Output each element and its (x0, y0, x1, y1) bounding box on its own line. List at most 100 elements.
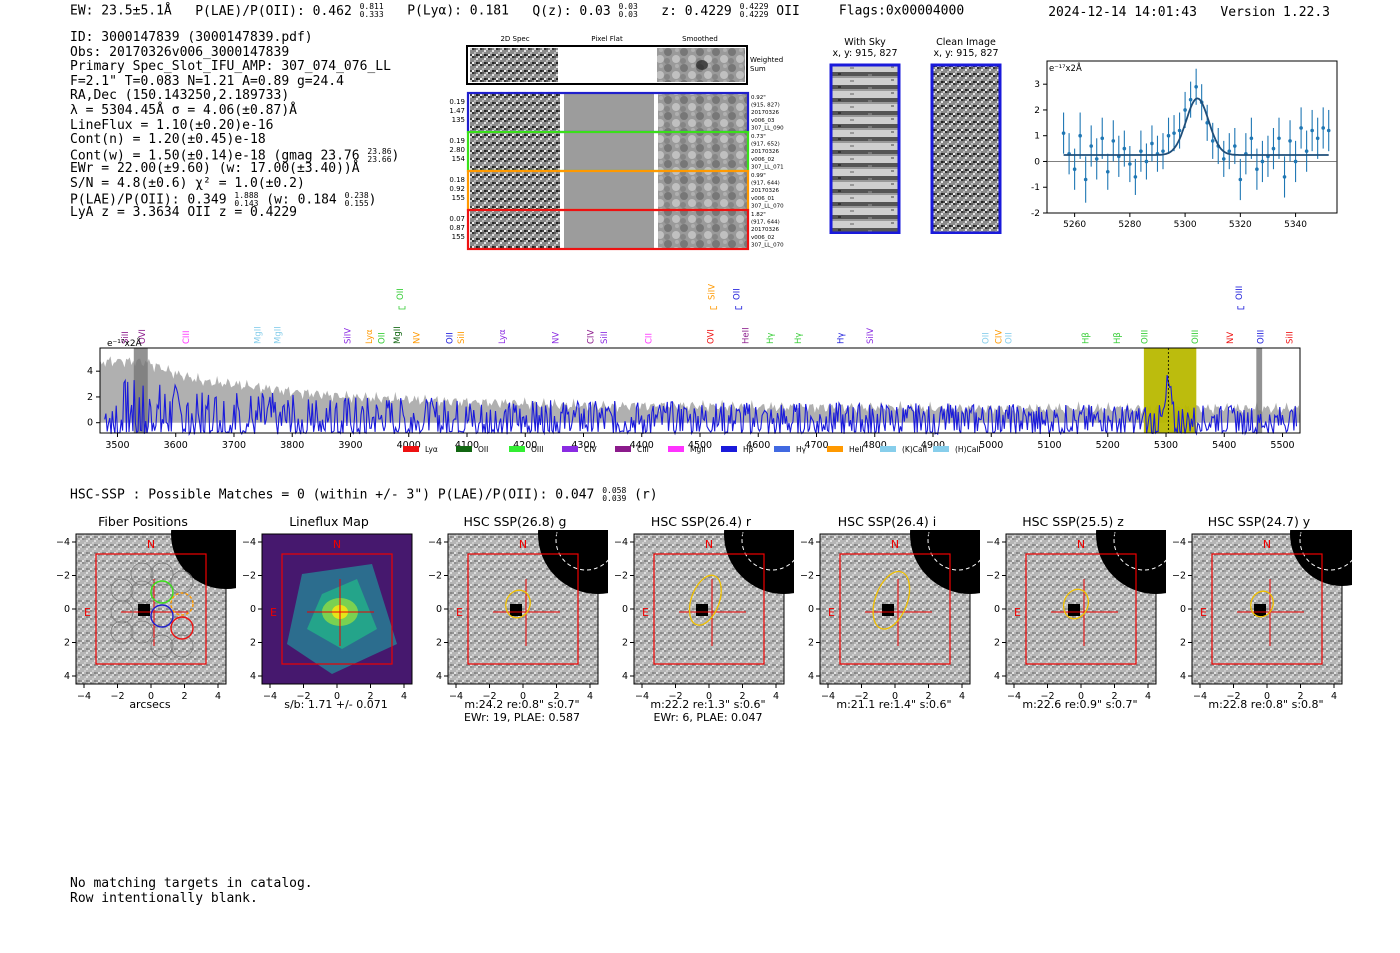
hsc-ytick: 2 (436, 638, 442, 649)
north-label: N (147, 538, 155, 551)
fit-xtick: 5300 (1174, 220, 1197, 230)
header-plya: P(Lyα): 0.181 (407, 3, 509, 19)
hsc-ytick: −2 (614, 571, 628, 582)
hsc-ytick: 0 (1180, 604, 1186, 615)
spectrum-xtick: 3800 (280, 440, 304, 451)
fit-point (1221, 157, 1226, 161)
svg-text:MgII: MgII (274, 326, 284, 344)
hsc-xtick: 0 (706, 691, 712, 702)
legend-swatch (562, 446, 578, 452)
legend-label: MgII (690, 445, 706, 454)
legend-swatch (827, 446, 843, 452)
cutout-row-meta: (917, 652) (751, 142, 780, 148)
hsc-xtick: −4 (1007, 691, 1021, 702)
fit-point (1100, 136, 1105, 141)
spectrum-xtick: 4200 (513, 440, 537, 451)
cutout-row-meta: 1.82" (751, 212, 766, 218)
line-window-highlight (1143, 348, 1197, 433)
hsc-xtick: 4 (1331, 691, 1337, 702)
spectrum-xtick: 4300 (571, 440, 595, 451)
spectrum-xtick: 5500 (1270, 440, 1294, 451)
hsc-panel-image: N E −4 4 −2 2 0 0 2 −2 4 −4 (1172, 530, 1352, 702)
fit-point (1271, 146, 1276, 151)
spectrum-ytick: 0 (87, 418, 93, 429)
svg-text:OII: OII (446, 332, 456, 344)
cutout-row-meta: 0.92" (751, 95, 766, 101)
with-sky-panel: With Sky x, y: 915, 827 (820, 37, 910, 237)
spectrum-xtick: 4000 (397, 440, 421, 451)
svg-text:OIII: OIII (1191, 330, 1201, 344)
hsc-xtick: −4 (635, 691, 649, 702)
fit-point (1089, 144, 1093, 148)
info-sn-chi2: S/N = 4.8(±0.6) χ² = 1.0(±0.2) (70, 175, 305, 191)
hsc-xtick: 0 (148, 691, 154, 702)
footer-line2: Row intentionally blank. (70, 890, 258, 906)
cutout-row-meta: 307_LL_071 (751, 164, 784, 170)
hsc-xtick: 0 (334, 691, 340, 702)
hsc-panel-image: N E −4 4 −2 2 0 0 2 −2 4 −4 (800, 530, 980, 702)
legend-label: Hβ (743, 445, 754, 454)
svg-text:SiII: SiII (1286, 331, 1296, 344)
hsc-xtick: 4 (401, 691, 407, 702)
legend-swatch (456, 446, 472, 452)
legend-label: OII (478, 445, 488, 454)
cutout-row-value: 155 (452, 194, 465, 202)
hsc-ytick: 4 (808, 671, 814, 682)
fit-point (1249, 136, 1254, 141)
legend-label: HeII (849, 445, 864, 454)
cutout-row-value: 0.19 (449, 137, 465, 145)
svg-text:SiII: SiII (121, 331, 131, 344)
legend-label: CIII (637, 445, 649, 454)
cutout-row-value: 135 (452, 116, 465, 124)
cutout-row-value: 0.19 (449, 98, 465, 106)
svg-text:OII: OII (1005, 332, 1015, 344)
with-sky-image (829, 63, 901, 235)
hsc-ytick: 4 (994, 671, 1000, 682)
header-flags: Flags:0x00004000 (838, 3, 965, 19)
svg-text:Hβ: Hβ (1113, 332, 1123, 344)
north-label: N (333, 538, 341, 551)
legend-label: OIII (531, 445, 544, 454)
hsc-panel-title: Lineflux Map (289, 514, 369, 529)
hsc-panel-title: HSC SSP(24.7) y (1207, 514, 1311, 529)
legend-label: Lyα (425, 445, 438, 454)
sum-label: Sum (750, 65, 766, 73)
hsc-panels: Fiber Positions N E −4 4 −2 2 0 0 2 −2 4 −4 arcsecs Li… (50, 512, 1352, 727)
fit-xtick: 5280 (1118, 220, 1141, 230)
header-ew: EW: 23.5±5.1Å (70, 3, 172, 19)
cutout-row-meta: 307_LL_090 (751, 125, 784, 131)
hsc-panel-caption: m:24.2 re:0.8" s:0.7" (464, 698, 580, 711)
east-label: E (456, 606, 463, 619)
hsc-panel-title: HSC SSP(26.4) i (837, 514, 937, 529)
fit-point (1072, 167, 1077, 172)
cutout-stack: 2D Spec Pixel Flat Smoothed Weighted Sum… (440, 32, 800, 257)
hsc-panel-title: Fiber Positions (98, 514, 188, 529)
col-header-2dspec: 2D Spec (500, 35, 529, 43)
masked-band (133, 348, 148, 433)
with-sky-title: With Sky (844, 37, 886, 48)
hsc-ytick: 4 (622, 671, 628, 682)
svg-text:OIII: OIII (1235, 286, 1245, 300)
hsc-panel-image: N E −4 4 −2 2 0 0 2 −2 4 −4 (56, 530, 236, 702)
fit-point (1288, 139, 1292, 143)
spectrum-legend: Lyα OII OIII CIV CIII MgII Hβ Hγ HeII (K)CaII (H)C… (403, 445, 981, 454)
legend-swatch (933, 446, 949, 452)
cutout-row-meta: 307_LL_070 (751, 203, 784, 209)
svg-text:SiII: SiII (457, 331, 467, 344)
hsc-panel-caption: arcsecs (129, 698, 171, 711)
hsc-ytick: 4 (250, 671, 256, 682)
cutout-row-value: 0.87 (449, 224, 465, 232)
hsc-panel: Fiber Positions N E −4 4 −2 2 0 0 2 −2 4 −4 arcsecs (50, 512, 236, 727)
svg-text:OII: OII (981, 332, 991, 344)
hsc-panel: HSC SSP(25.5) z N E −4 4 −2 2 0 0 2 −2 4 −4 m:22.6 re… (980, 512, 1166, 727)
fit-point (1161, 149, 1165, 153)
fit-point (1315, 136, 1320, 141)
svg-text:CIII: CIII (182, 331, 192, 344)
hsc-xtick: −2 (668, 691, 682, 702)
fit-point (1233, 144, 1237, 148)
spectrum-ytick: 2 (87, 392, 93, 403)
